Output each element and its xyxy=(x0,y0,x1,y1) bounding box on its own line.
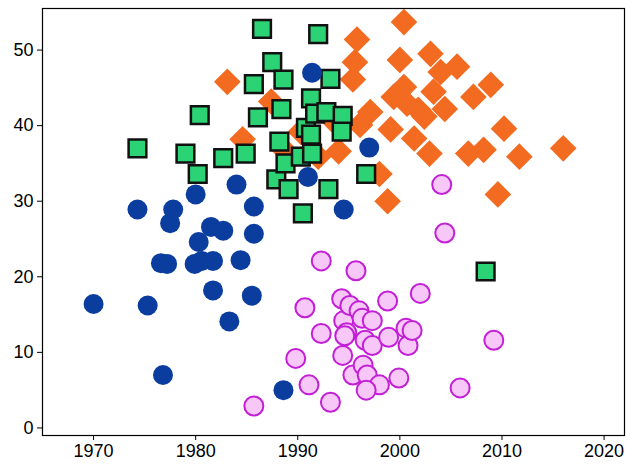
svg-text:1970: 1970 xyxy=(74,441,114,461)
svg-text:1990: 1990 xyxy=(278,441,318,461)
svg-text:2000: 2000 xyxy=(380,441,420,461)
svg-text:10: 10 xyxy=(13,342,33,362)
svg-text:50: 50 xyxy=(13,40,33,60)
svg-text:20: 20 xyxy=(13,267,33,287)
svg-text:40: 40 xyxy=(13,115,33,135)
svg-text:2020: 2020 xyxy=(584,441,624,461)
svg-text:0: 0 xyxy=(23,418,33,438)
svg-text:1980: 1980 xyxy=(176,441,216,461)
svg-text:2010: 2010 xyxy=(482,441,522,461)
svg-text:30: 30 xyxy=(13,191,33,211)
